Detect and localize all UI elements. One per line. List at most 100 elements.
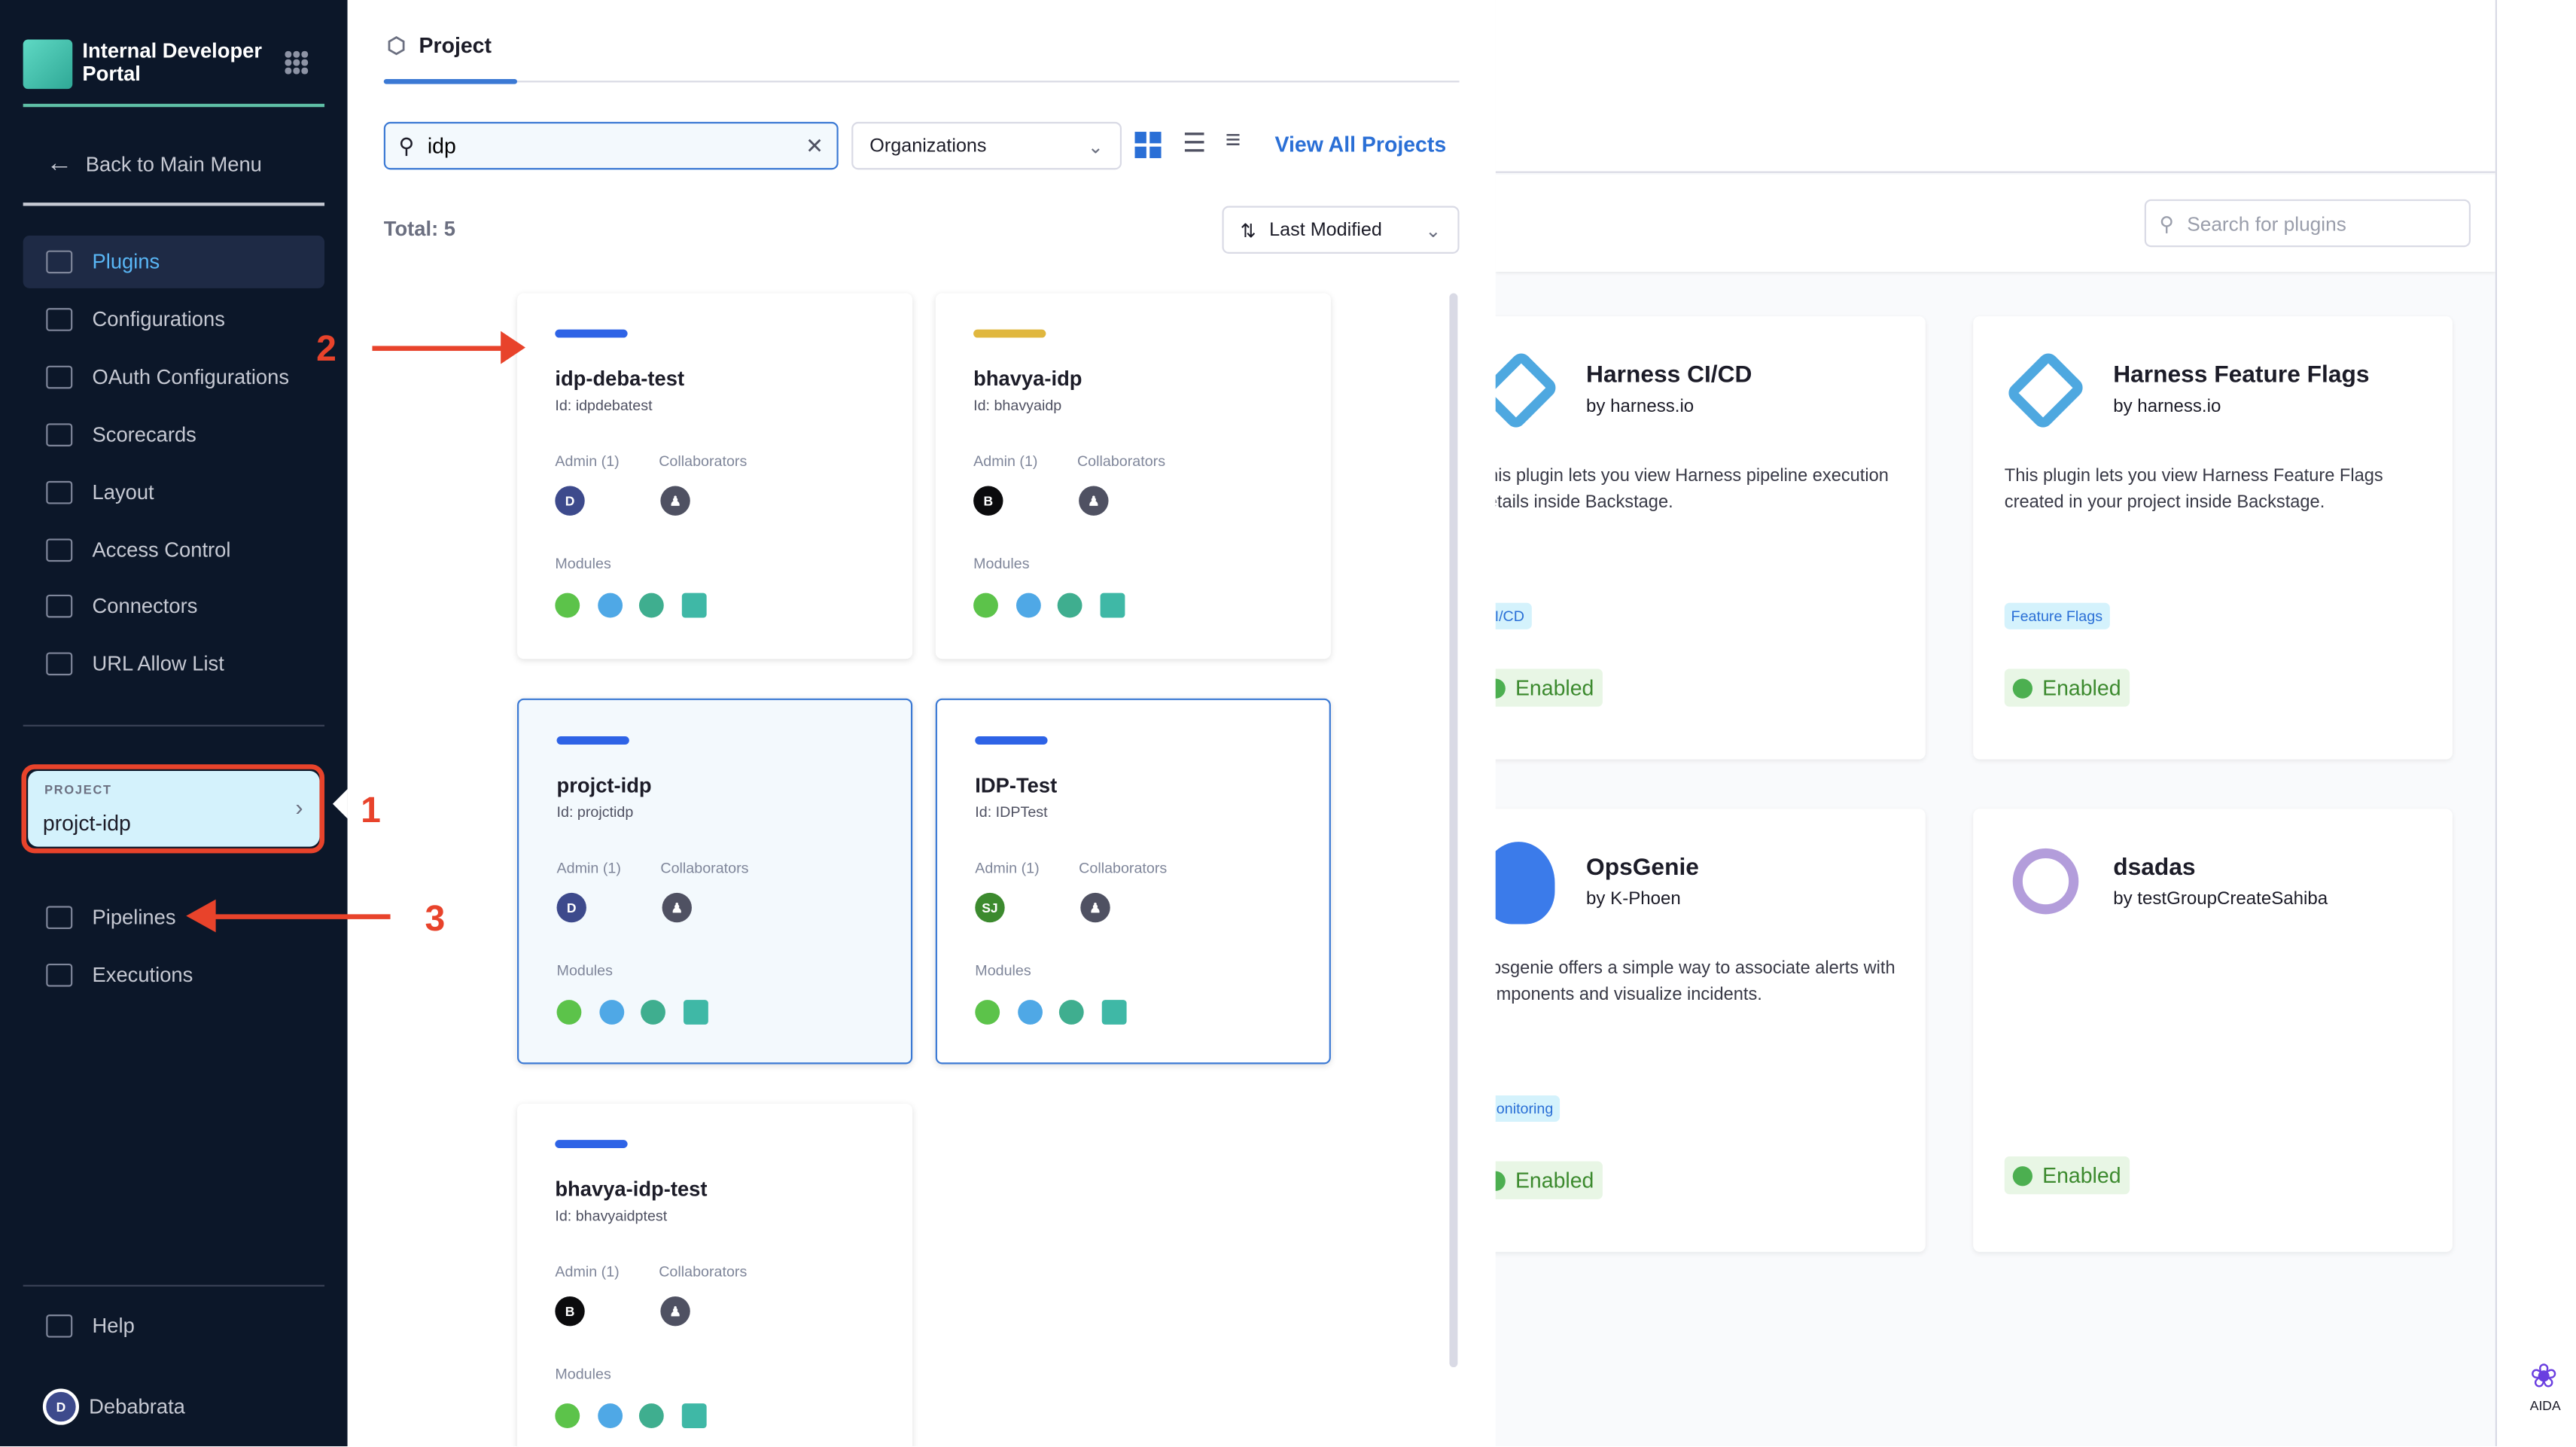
scrollbar[interactable]: [1449, 293, 1458, 1368]
modules-label: Modules: [975, 961, 1031, 979]
module-idp-icon: [681, 593, 706, 618]
collaborator-avatar[interactable]: ♟: [1080, 892, 1110, 923]
admin-avatar[interactable]: B: [555, 1296, 585, 1327]
project-id: Id: IDPTest: [975, 803, 1048, 821]
compact-list-icon[interactable]: ≡: [1225, 126, 1241, 155]
annotation-arrow: [372, 346, 504, 352]
annotation-arrow: [214, 914, 391, 919]
plugin-card[interactable]: Harness CI/CD by harness.io This plugin le…: [1446, 316, 1926, 760]
plugin-author: by harness.io: [2113, 397, 2221, 417]
apps-grid-icon[interactable]: [285, 50, 309, 75]
sidebar-item-url-allow-list[interactable]: URL Allow List: [23, 638, 324, 690]
project-picker-label: PROJECT: [44, 782, 112, 797]
sort-icon: ⇅: [1240, 221, 1256, 242]
module-sto-icon: [598, 1000, 624, 1025]
project-card[interactable]: projct-idp Id: projctidp Admin (1) Collabor…: [517, 698, 913, 1065]
collaborators-label: Collaborators: [659, 1263, 748, 1281]
project-picker[interactable]: PROJECT projct-idp ›: [28, 770, 320, 847]
brand-title: Internal Developer Portal: [82, 39, 263, 86]
project-color-bar: [555, 1140, 628, 1149]
collaborator-avatar[interactable]: ♟: [660, 486, 690, 516]
connector-icon: [46, 595, 73, 619]
admin-label: Admin (1): [973, 452, 1038, 470]
back-to-main-menu[interactable]: ← Back to Main Menu: [23, 139, 324, 191]
aida-icon[interactable]: ❀: [2529, 1359, 2558, 1396]
sidebar-item-plugins[interactable]: Plugins: [23, 235, 325, 288]
help-button[interactable]: Help: [23, 1299, 324, 1352]
right-strip: ❀ AIDA: [2495, 0, 2576, 1447]
project-card[interactable]: bhavya-idp Id: bhavyaidp Admin (1) Collabor…: [935, 293, 1331, 660]
pipeline-icon: [46, 906, 73, 930]
play-icon: [46, 963, 73, 987]
plugins-header: [1495, 0, 2495, 173]
module-ccm-icon: [641, 1000, 665, 1025]
modules-label: Modules: [556, 961, 614, 979]
collaborators-label: Collaborators: [1079, 860, 1168, 877]
admin-avatar[interactable]: B: [973, 486, 1003, 516]
module-cd-icon: [973, 593, 998, 618]
plugin-card[interactable]: Harness Feature Flags by harness.io This p…: [1973, 316, 2453, 760]
annotation-number-2: 2: [316, 327, 336, 370]
sidebar-item-pipelines[interactable]: Pipelines: [23, 891, 324, 944]
enabled-badge: Enabled: [2004, 1156, 2130, 1195]
collaborators-label: Collaborators: [660, 860, 749, 877]
divider: [23, 103, 325, 108]
divider: [23, 1284, 325, 1287]
project-id: Id: bhavyaidp: [973, 397, 1062, 414]
tab-project[interactable]: ⬡ Project: [387, 33, 492, 83]
plugin-card[interactable]: OpsGenie by K-Phoen Opsgenie offers a simp…: [1446, 809, 1926, 1252]
clear-icon[interactable]: ✕: [805, 133, 824, 157]
sidebar-item-oauth-configurations[interactable]: OAuth Configurations: [23, 351, 324, 404]
admin-avatar[interactable]: D: [556, 892, 586, 923]
admin-avatar[interactable]: D: [555, 486, 585, 516]
project-card[interactable]: bhavya-idp-test Id: bhavyaidptest Admin (1…: [517, 1103, 913, 1447]
sidebar-item-layout[interactable]: Layout: [23, 465, 324, 518]
module-ccm-icon: [1057, 593, 1082, 618]
sidebar-item-executions[interactable]: Executions: [23, 949, 324, 1001]
modules-label: Modules: [555, 555, 611, 572]
module-cd-icon: [556, 1000, 582, 1025]
total-count: Total: 5: [383, 217, 456, 241]
project-card[interactable]: IDP-Test Id: IDPTest Admin (1) Collaborator…: [935, 698, 1331, 1065]
enabled-badge: Enabled: [1477, 1161, 1603, 1199]
admin-avatar[interactable]: SJ: [975, 892, 1005, 923]
modules-label: Modules: [555, 1365, 611, 1382]
collaborators-label: Collaborators: [1076, 452, 1166, 470]
sort-select[interactable]: ⇅ Last Modified ⌄: [1222, 206, 1460, 254]
gears-icon: [46, 307, 73, 331]
idp-logo-icon: [23, 39, 73, 90]
admin-label: Admin (1): [555, 1263, 620, 1281]
project-card[interactable]: idp-deba-test Id: idpdebatest Admin (1) Col…: [517, 293, 913, 660]
search-field[interactable]: [427, 133, 806, 159]
project-color-bar: [973, 329, 1046, 338]
check-circle-icon: [2012, 1165, 2032, 1186]
user-icon: ♟: [669, 493, 681, 508]
collaborator-avatar[interactable]: ♟: [662, 892, 692, 923]
sidebar-item-access-control[interactable]: Access Control: [23, 523, 324, 576]
organizations-select[interactable]: Organizations ⌄: [851, 121, 1122, 170]
project-search-input[interactable]: ⚲ ✕: [383, 121, 839, 170]
collaborator-avatar[interactable]: ♟: [660, 1296, 690, 1327]
project-id: Id: idpdebatest: [555, 397, 653, 414]
user-icon: [46, 538, 73, 562]
plugin-card[interactable]: dsadas by testGroupCreateSahiba Enabled: [1973, 809, 2453, 1252]
view-all-projects-link[interactable]: View All Projects: [1274, 132, 1447, 157]
puzzle-icon: [46, 250, 73, 274]
plugin-author: by K-Phoen: [1586, 889, 1681, 909]
user-profile[interactable]: D Debabrata: [23, 1381, 324, 1433]
module-sto-icon: [1017, 1000, 1042, 1025]
list-view-icon[interactable]: ☰: [1182, 129, 1207, 159]
grid-view-icon[interactable]: [1134, 132, 1162, 159]
admin-label: Admin (1): [975, 860, 1040, 877]
divider: [23, 203, 325, 206]
collaborator-avatar[interactable]: ♟: [1079, 486, 1109, 516]
project-id: Id: projctidp: [556, 803, 634, 821]
plugins-search-input[interactable]: ⚲ Search for plugins: [2144, 199, 2471, 248]
module-sto-icon: [597, 1403, 622, 1428]
sidebar-item-scorecards[interactable]: Scorecards: [23, 408, 324, 461]
sidebar-item-connectors[interactable]: Connectors: [23, 580, 324, 633]
sidebar-item-configurations[interactable]: Configurations: [23, 293, 324, 346]
user-icon: ♟: [1087, 493, 1100, 508]
layout-icon: [46, 480, 73, 504]
